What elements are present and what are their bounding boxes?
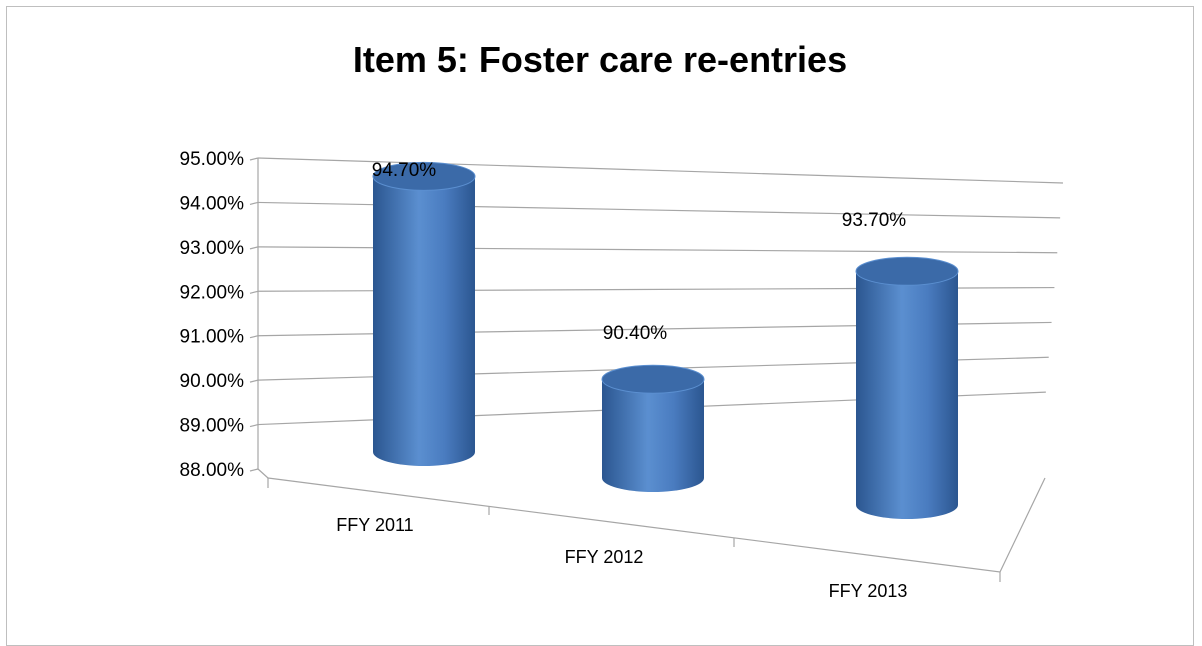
y-tick-mark [249, 335, 259, 339]
y-axis-ticks: 88.00% 89.00% 90.00% 91.00% 92.00% 93.00% 94.0… [180, 149, 259, 481]
x-axis-categories: FFY 2011 FFY 2012 FFY 2013 [336, 515, 907, 601]
bar [855, 256, 959, 519]
y-tick-label: 88.00% [180, 460, 245, 481]
y-tick-label: 92.00% [180, 282, 245, 303]
bar-body [856, 271, 958, 519]
bar-top [372, 161, 476, 191]
y-tick-label: 90.00% [180, 371, 245, 392]
y-tick-mark [249, 468, 259, 472]
bar [372, 161, 476, 466]
floor-left-edge [257, 468, 269, 479]
bars: 94.70% 90.40% 93.70% [372, 160, 959, 519]
y-tick-mark [249, 157, 259, 161]
data-label: 94.70% [372, 160, 437, 181]
data-label: 90.40% [603, 323, 668, 344]
x-category-label: FFY 2013 [829, 581, 908, 601]
bar-top [601, 364, 705, 394]
y-tick-mark [249, 423, 259, 428]
bar-body [373, 176, 475, 466]
y-tick-label: 91.00% [180, 327, 245, 348]
gridline [257, 157, 1064, 184]
y-tick-label: 89.00% [180, 416, 245, 437]
bar-body [602, 379, 704, 492]
x-category-label: FFY 2011 [336, 515, 413, 535]
data-label: 93.70% [842, 210, 907, 231]
y-tick-mark [249, 201, 259, 206]
y-tick-label: 95.00% [180, 149, 245, 170]
axes [257, 158, 1046, 582]
chart-frame [6, 6, 1194, 646]
y-tick-mark [249, 246, 259, 250]
y-tick-label: 94.00% [180, 193, 245, 214]
y-tick-label: 93.00% [180, 238, 245, 259]
chart-title: Item 5: Foster care re-entries [353, 39, 847, 80]
y-tick-mark [249, 379, 259, 383]
x-category-label: FFY 2012 [565, 547, 644, 567]
bar-top [855, 256, 959, 286]
bar [601, 364, 705, 492]
y-tick-mark [249, 290, 259, 294]
